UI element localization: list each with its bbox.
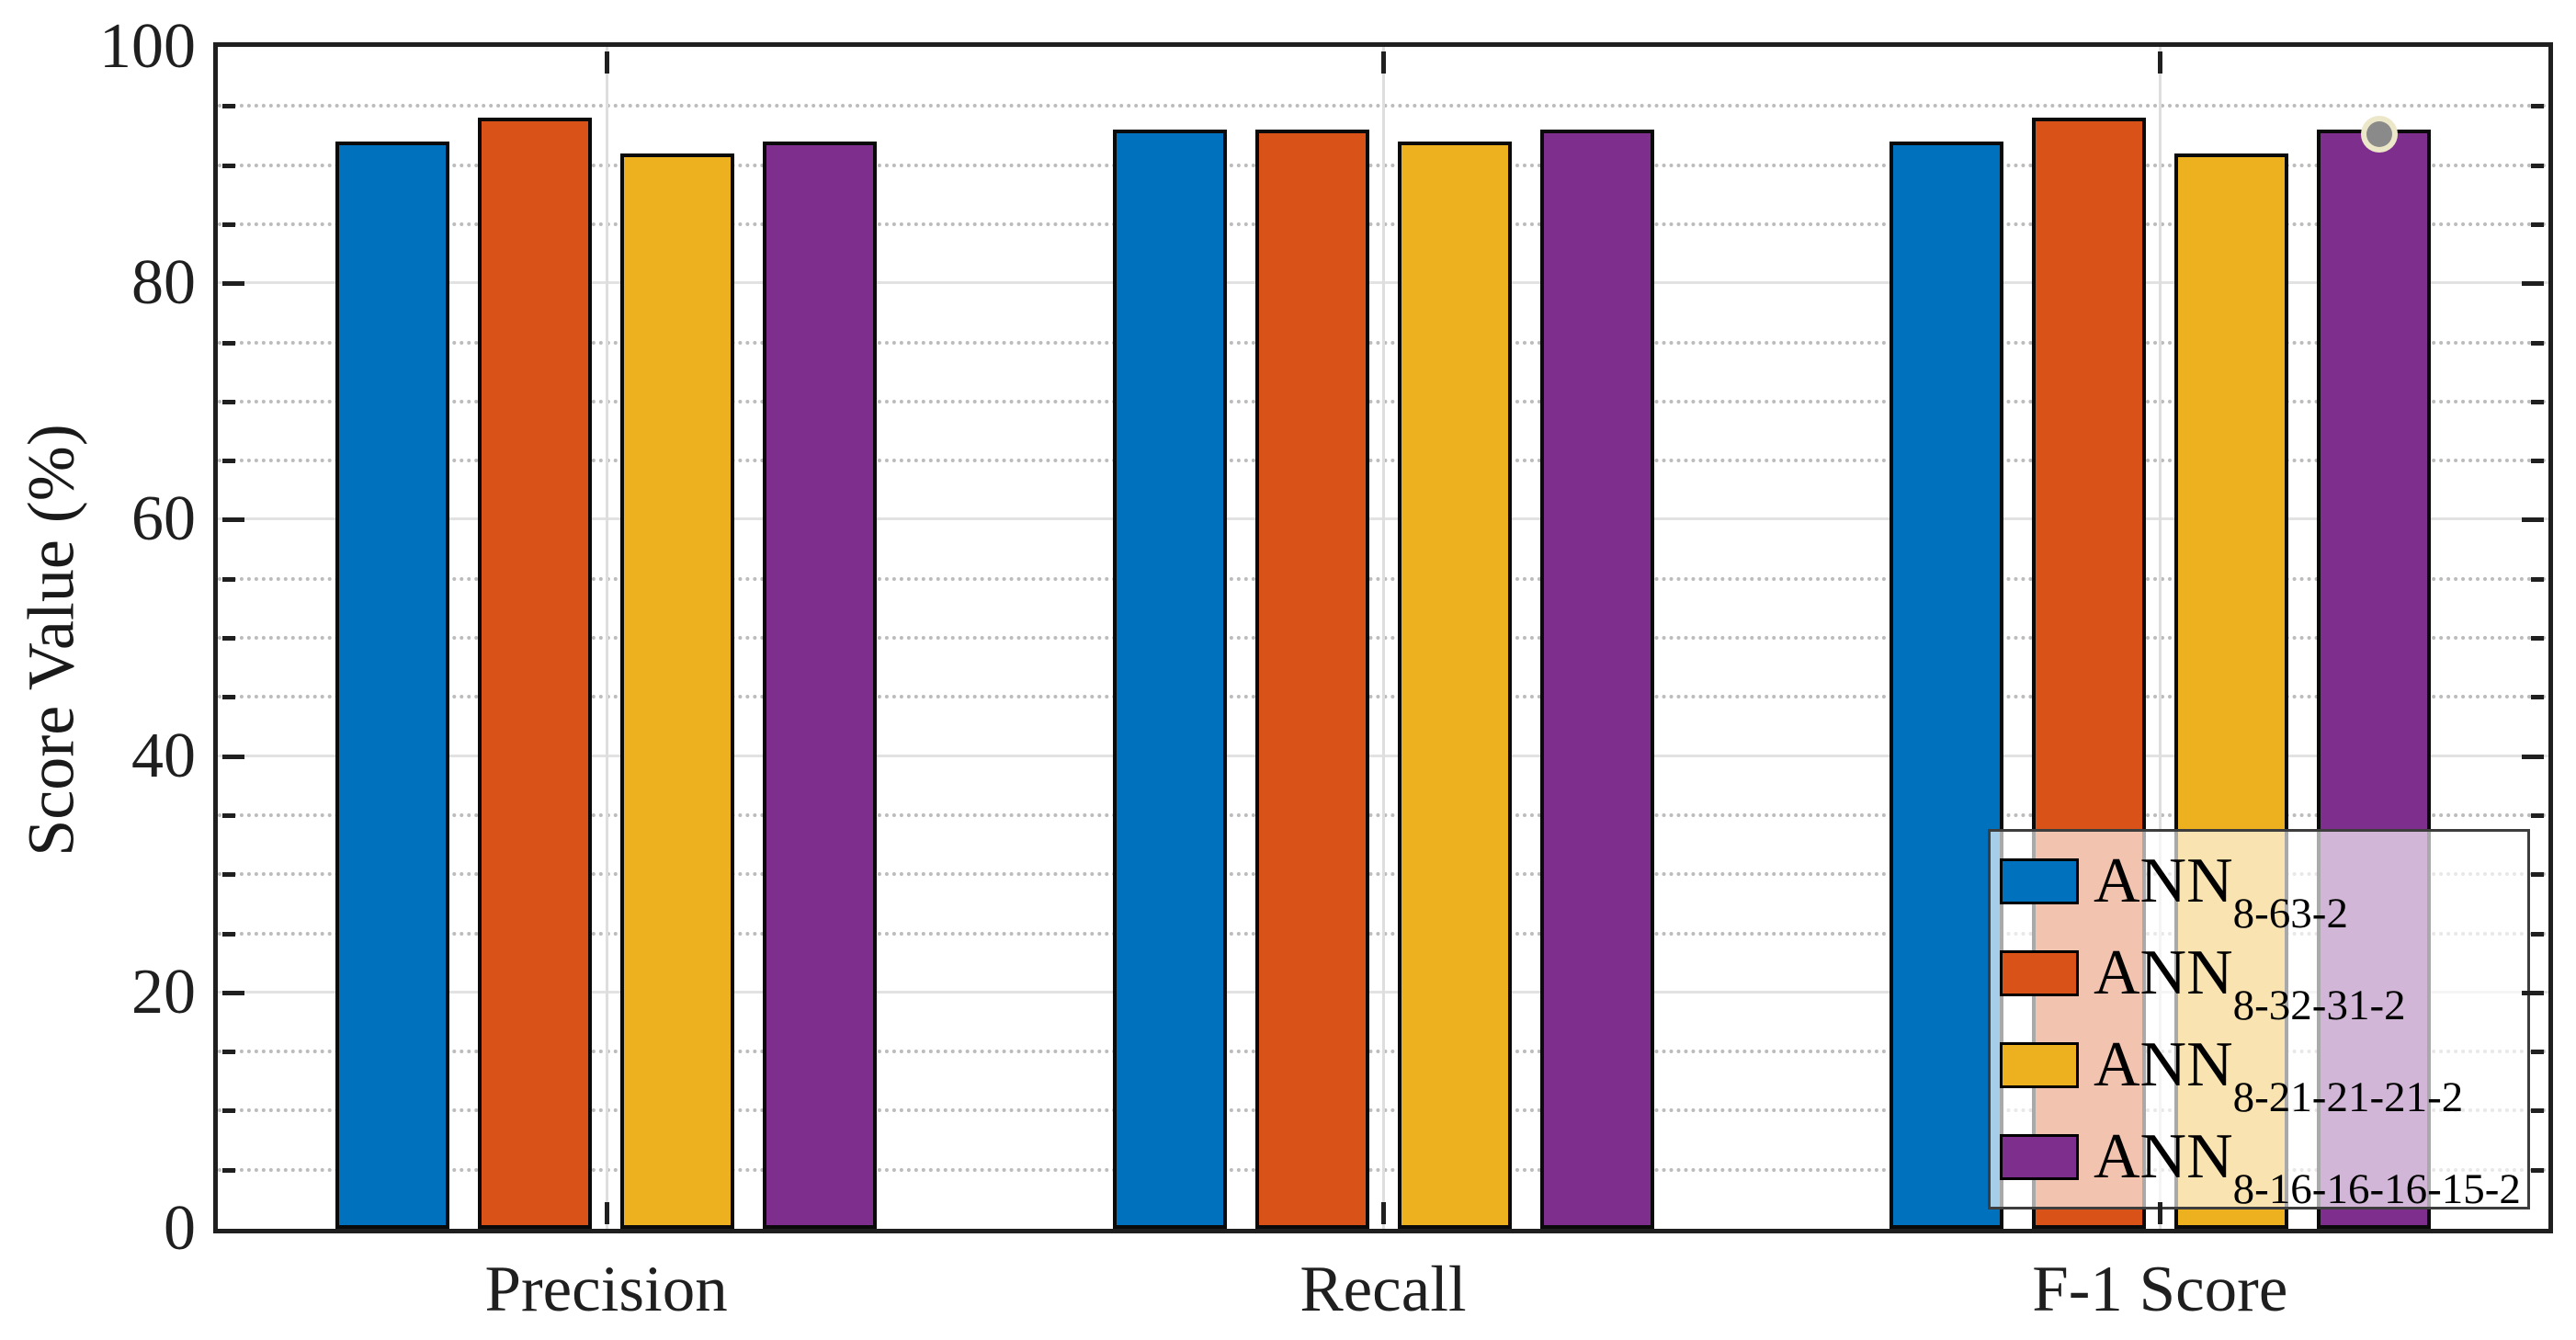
x-tick-top <box>604 51 609 74</box>
y-tick-left <box>222 636 235 641</box>
y-tick-left <box>222 872 235 878</box>
y-tick-left <box>222 695 235 700</box>
legend-label: ANN8-21-21-21-2 <box>2094 1033 2463 1119</box>
x-gridline <box>1382 47 1385 1229</box>
bar <box>1112 130 1227 1229</box>
y-tick-right <box>2531 1167 2544 1173</box>
legend-swatch <box>2000 858 2079 904</box>
y-tick-right <box>2522 517 2544 523</box>
y-tick-right <box>2522 990 2544 995</box>
y-tick-right <box>2531 872 2544 878</box>
legend-series-subscript: 8-32-31-2 <box>2232 982 2406 1029</box>
y-tick-left <box>222 459 235 464</box>
x-tick-top <box>1381 51 1386 74</box>
legend: ANN8-63-2 ANN8-32-31-2 ANN8-21-21-21-2 ANN8… <box>1988 829 2530 1211</box>
bar <box>335 141 450 1229</box>
y-axis-title: Score Value (%) <box>14 424 88 857</box>
y-tick-left <box>222 931 235 937</box>
y-tick-right <box>2531 812 2544 818</box>
y-tick-left <box>222 754 244 759</box>
y-tick-left <box>222 1167 235 1173</box>
x-tick-label: F-1 Score <box>2032 1254 2288 1325</box>
y-tick-left <box>222 221 235 227</box>
y-tick-label: 20 <box>131 956 196 1028</box>
y-tick-right <box>2531 931 2544 937</box>
y-tick-right <box>2531 576 2544 582</box>
legend-series-subscript: 8-21-21-21-2 <box>2232 1073 2464 1121</box>
y-tick-left <box>222 990 244 995</box>
legend-swatch <box>2000 1134 2079 1180</box>
legend-series-name: ANN <box>2094 1029 2233 1100</box>
y-tick-left <box>222 340 235 346</box>
y-tick-right <box>2531 163 2544 168</box>
x-tick-bottom <box>2158 1202 2163 1224</box>
cursor-marker <box>2360 116 2398 153</box>
y-tick-label: 60 <box>131 483 196 555</box>
bar <box>478 118 593 1229</box>
legend-series-name: ANN <box>2094 1121 2233 1192</box>
y-tick-right <box>2531 340 2544 346</box>
y-tick-right <box>2531 636 2544 641</box>
bar <box>1889 141 2003 1229</box>
x-tick-top <box>2158 51 2163 74</box>
y-tick-right <box>2531 104 2544 109</box>
y-tick-label: 0 <box>164 1193 196 1264</box>
bar <box>1539 130 1654 1229</box>
x-tick-bottom <box>604 1202 609 1224</box>
y-tick-right <box>2531 221 2544 227</box>
x-tick-bottom <box>1381 1202 1386 1224</box>
y-tick-right <box>2531 459 2544 464</box>
legend-swatch <box>2000 1042 2079 1088</box>
legend-item: ANN8-21-21-21-2 <box>1991 1033 2527 1119</box>
legend-item: ANN8-32-31-2 <box>1991 941 2527 1028</box>
y-tick-right <box>2522 754 2544 759</box>
legend-series-name: ANN <box>2094 846 2233 916</box>
bar <box>620 153 735 1229</box>
y-tick-label: 100 <box>99 11 196 82</box>
x-gridline <box>2159 47 2162 1229</box>
y-tick-left <box>222 1050 235 1055</box>
bar <box>763 141 878 1229</box>
legend-series-subscript: 8-63-2 <box>2232 890 2348 937</box>
bar <box>1254 130 1369 1229</box>
y-tick-right <box>2531 1050 2544 1055</box>
y-tick-label: 40 <box>131 720 196 791</box>
y-tick-left <box>222 163 235 168</box>
y-tick-left <box>222 1108 235 1114</box>
y-tick-left <box>222 399 235 404</box>
y-tick-left <box>222 281 244 287</box>
x-tick-label: Precision <box>484 1254 728 1325</box>
legend-label: ANN8-32-31-2 <box>2094 941 2406 1028</box>
plot-area <box>218 47 2548 1229</box>
y-tick-left <box>222 517 244 523</box>
legend-item: ANN8-16-16-16-15-2 <box>1991 1125 2527 1211</box>
legend-label: ANN8-16-16-16-15-2 <box>2094 1125 2521 1211</box>
x-gridline <box>605 47 608 1229</box>
legend-series-subscript: 8-16-16-16-15-2 <box>2232 1165 2521 1213</box>
y-tick-right <box>2531 1108 2544 1114</box>
y-tick-label: 80 <box>131 247 196 319</box>
legend-swatch <box>2000 950 2079 996</box>
y-tick-right <box>2531 399 2544 404</box>
y-tick-left <box>222 576 235 582</box>
y-tick-right <box>2522 281 2544 287</box>
legend-label: ANN8-63-2 <box>2094 846 2348 936</box>
bar <box>1397 141 1512 1229</box>
y-tick-left <box>222 104 235 109</box>
x-tick-label: Recall <box>1299 1254 1467 1325</box>
y-tick-right <box>2531 695 2544 700</box>
y-tick-left <box>222 812 235 818</box>
legend-item: ANN8-63-2 <box>1991 846 2527 936</box>
legend-series-name: ANN <box>2094 937 2233 1008</box>
